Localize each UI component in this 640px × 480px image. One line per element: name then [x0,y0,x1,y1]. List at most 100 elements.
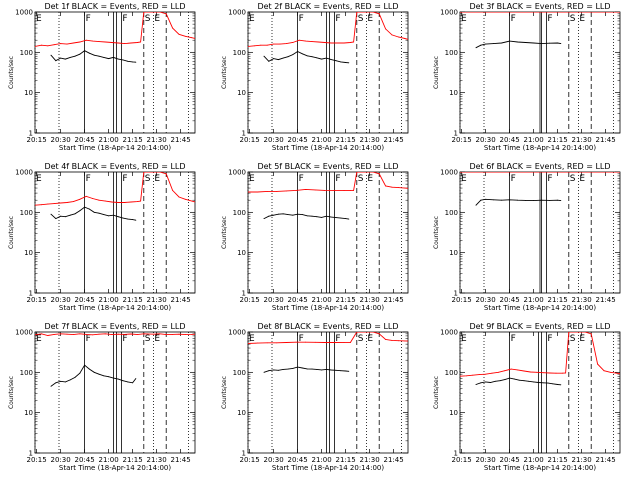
data-point-lld [178,333,180,335]
marker-label: S [570,334,576,344]
series-line-lld [248,172,408,193]
data-point-events [311,368,313,370]
marker-label: F [547,14,552,24]
data-point-events [268,215,270,217]
marker-label: E [249,334,255,344]
x-tick-label: 21:30 [360,456,380,464]
data-point-events [292,214,294,216]
data-point-lld [372,172,374,173]
data-point-lld [194,333,195,335]
x-tick-label: 20:15 [27,136,47,144]
data-point-events [108,215,110,217]
marker-label: S [358,174,364,184]
marker-label: F [335,14,340,24]
panel-title: Det 4f BLACK = Events, RED = LLD [44,162,185,171]
data-point-lld [314,189,316,191]
data-point-events [330,59,332,61]
data-point-lld [172,27,174,29]
data-point-lld [85,195,87,197]
data-point-events [557,199,559,201]
y-tick-label: 1 [242,130,246,138]
data-point-events [88,208,90,210]
marker-label: F [299,174,304,184]
data-point-events [273,58,275,60]
x-tick-label: 21:15 [336,456,356,464]
data-point-events [297,51,299,52]
x-tick-label: 21:45 [596,136,616,144]
x-tick-label: 20:30 [264,136,284,144]
data-point-lld [104,200,106,202]
data-point-lld [117,333,119,335]
data-point-events [108,376,110,378]
marker-label: S [358,14,364,24]
data-point-lld [172,333,174,335]
data-point-events [557,42,559,44]
data-point-lld [92,40,94,42]
x-tick-label: 21:30 [360,136,380,144]
data-point-events [485,381,487,383]
data-point-events [348,62,350,64]
data-point-lld [136,334,138,336]
data-point-events [493,199,495,201]
marker-label: F [86,334,91,344]
data-point-lld [285,190,287,192]
x-axis-label: Start Time (18-Apr-14 20:14:00) [484,144,596,152]
y-axis-label: Counts/sec [433,376,440,409]
x-tick-label: 20:45 [75,136,95,144]
data-point-lld [372,332,374,333]
x-tick-label: 21:45 [171,296,191,304]
data-point-events [122,380,124,382]
data-point-lld [194,201,195,203]
data-point-events [50,213,52,215]
data-point-events [64,216,66,218]
data-point-lld [35,45,36,47]
data-point-lld [130,201,132,203]
data-point-events [132,219,134,221]
data-point-events [348,218,350,220]
x-tick-label: 21:15 [336,136,356,144]
data-point-lld [565,12,567,13]
data-point-events [135,61,137,63]
data-point-events [287,214,289,216]
data-point-lld [40,44,42,46]
data-point-lld [124,202,126,203]
y-tick-label: 10 [449,89,458,97]
data-point-lld [613,12,615,13]
marker-label: E [367,174,373,184]
data-point-lld [98,333,100,335]
data-point-lld [504,370,506,372]
data-point-lld [349,342,351,343]
data-point-lld [577,332,579,333]
data-point-events [549,199,551,201]
data-point-events [509,199,511,201]
x-tick-label: 21:00 [312,296,332,304]
data-point-events [345,370,347,372]
y-tick-label: 100 [445,49,458,57]
x-tick-label: 21:30 [147,456,167,464]
data-point-lld [47,335,49,336]
panel-det-5: Det 5f BLACK = Events, RED = LLD 20:15 20:… [221,162,409,312]
data-point-events [64,58,66,60]
data-point-events [273,369,275,371]
data-point-events [549,42,551,44]
data-point-events [132,382,134,384]
data-point-events [74,376,76,378]
data-point-events [60,215,62,217]
data-point-lld [152,12,154,13]
x-tick-label: 20:45 [500,136,520,144]
data-point-events [560,384,562,386]
data-point-lld [140,41,142,43]
data-point-events [88,52,90,54]
data-point-lld [285,43,287,45]
x-tick-label: 21:30 [147,136,167,144]
y-tick-label: 1000 [228,169,246,177]
x-axis-label: Start Time (18-Apr-14 20:14:00) [272,144,384,152]
data-point-lld [565,172,567,173]
y-tick-label: 100 [20,49,33,57]
panel-title: Det 1f BLACK = Events, RED = LLD [44,2,185,11]
x-tick-label: 20:15 [240,456,260,464]
data-point-events [108,58,110,60]
data-point-events [340,217,342,219]
data-point-lld [549,12,551,13]
